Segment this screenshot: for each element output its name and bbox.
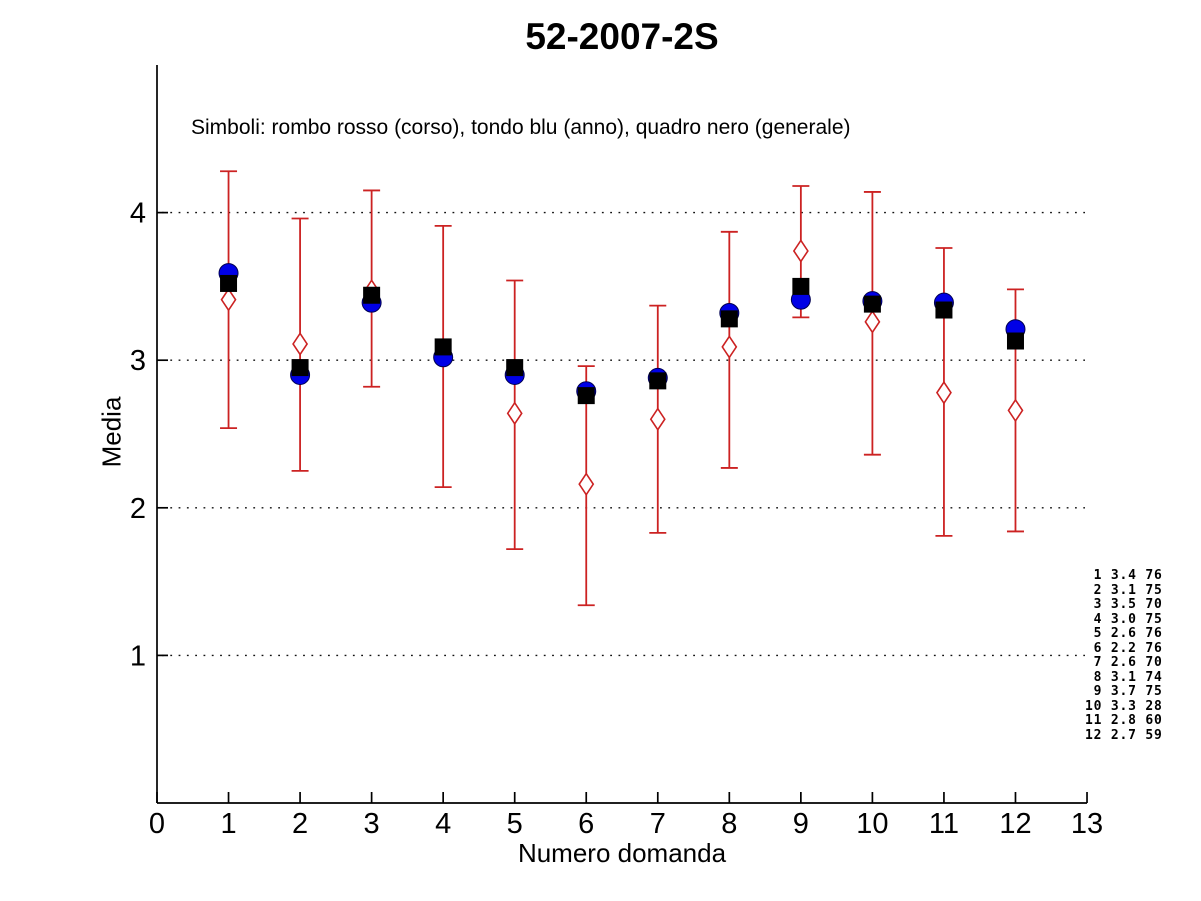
x-tick-label: 12 xyxy=(999,808,1031,840)
x-tick-label: 7 xyxy=(650,808,666,840)
x-tick-label: 2 xyxy=(292,808,308,840)
diamond-marker-icon xyxy=(292,332,309,356)
y-tick-label: 3 xyxy=(130,345,146,377)
x-tick-label: 13 xyxy=(1071,808,1103,840)
y-tick-label: 4 xyxy=(130,198,146,230)
axes xyxy=(156,65,1088,804)
diamond-marker-icon xyxy=(864,309,881,334)
square-marker-icon xyxy=(291,359,309,377)
diamond-marker-icon xyxy=(792,239,809,263)
x-tick-label: 4 xyxy=(435,808,451,840)
square-marker-icon xyxy=(506,359,524,377)
square-marker-icon xyxy=(577,387,595,405)
y-tick-label: 2 xyxy=(130,493,146,525)
series-corso-diamond-markers xyxy=(220,239,1024,497)
diamond-marker-icon xyxy=(506,401,523,426)
diamond-marker-icon xyxy=(1007,398,1024,423)
x-tick-label: 6 xyxy=(578,808,594,840)
square-marker-icon xyxy=(220,274,238,292)
x-tick-label: 3 xyxy=(364,808,380,840)
series-anno-circle-markers xyxy=(218,263,1026,402)
square-marker-icon xyxy=(434,338,452,356)
diamond-marker-icon xyxy=(578,472,595,497)
y-axis-ticks: 1 2 3 4 xyxy=(130,198,168,672)
diamond-marker-icon xyxy=(721,334,738,359)
x-tick-label: 5 xyxy=(507,808,523,840)
series-generale-square-markers xyxy=(220,274,1024,405)
x-tick-label: 0 xyxy=(149,808,165,840)
y-tick-label: 1 xyxy=(130,640,146,672)
square-marker-icon xyxy=(863,295,881,313)
error-bars xyxy=(220,170,1024,607)
square-marker-icon xyxy=(649,372,667,390)
square-marker-icon xyxy=(720,310,738,328)
x-tick-label: 8 xyxy=(721,808,737,840)
legend-text: Simboli: rombo rosso (corso), tondo blu … xyxy=(191,116,851,139)
square-marker-icon xyxy=(935,301,953,319)
square-marker-icon xyxy=(792,277,810,295)
diamond-marker-icon xyxy=(220,287,237,312)
x-tick-label: 1 xyxy=(220,808,236,840)
diamond-marker-icon xyxy=(935,380,952,405)
x-tick-label: 11 xyxy=(929,808,959,840)
square-marker-icon xyxy=(363,286,381,304)
x-axis-label: Numero domanda xyxy=(517,838,727,868)
chart-title: 52-2007-2S xyxy=(525,16,719,57)
x-tick-label: 9 xyxy=(793,808,809,840)
diamond-marker-icon xyxy=(649,407,666,432)
x-tick-label: 10 xyxy=(856,808,888,840)
x-axis-ticks: 0 1 2 3 4 5 6 7 8 9 10 11 12 13 xyxy=(149,792,1103,840)
square-marker-icon xyxy=(1006,332,1024,350)
side-data-table: 1 3.4 76 2 3.1 75 3 3.5 70 4 3.0 75 5 2.… xyxy=(1085,568,1163,744)
